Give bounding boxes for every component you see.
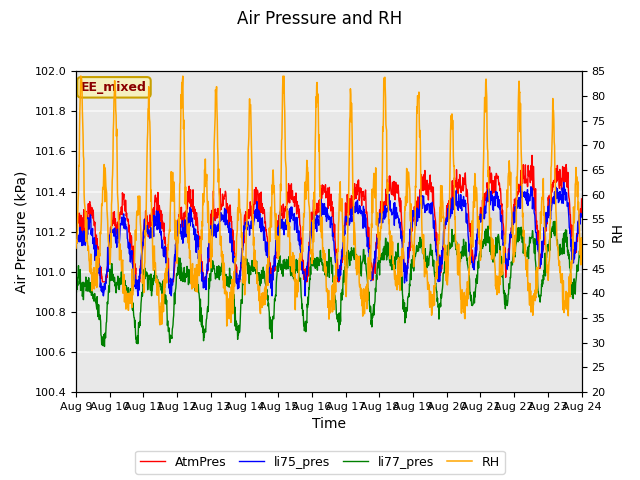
li77_pres: [72, 290, 80, 296]
li77_pres: [185, 266, 193, 272]
AtmPres: [72, 242, 80, 248]
AtmPres: [185, 192, 193, 198]
Line: AtmPres: AtmPres: [76, 156, 582, 282]
AtmPres: [408, 227, 415, 232]
RH: [242, 276, 250, 282]
li75_pres: [185, 218, 193, 224]
li75_pres: [518, 189, 525, 194]
X-axis label: Time: Time: [312, 418, 346, 432]
li75_pres: [578, 212, 586, 217]
RH: [578, 252, 586, 258]
li75_pres: [72, 241, 80, 247]
Line: li77_pres: li77_pres: [76, 221, 582, 347]
Y-axis label: Air Pressure (kPa): Air Pressure (kPa): [15, 170, 29, 293]
Text: Air Pressure and RH: Air Pressure and RH: [237, 10, 403, 28]
AtmPres: [518, 174, 525, 180]
AtmPres: [528, 153, 536, 158]
AtmPres: [578, 196, 586, 202]
RH: [518, 193, 526, 199]
RH: [173, 247, 180, 253]
RH: [185, 245, 193, 251]
Bar: [76, 212, 582, 292]
li77_pres: [518, 227, 525, 233]
li77_pres: [173, 272, 180, 277]
li75_pres: [474, 237, 481, 243]
li75_pres: [560, 180, 568, 185]
Line: RH: RH: [76, 76, 582, 326]
RH: [474, 225, 481, 230]
Line: li75_pres: li75_pres: [76, 182, 582, 296]
li77_pres: [408, 277, 415, 283]
Y-axis label: RH: RH: [611, 222, 625, 241]
li77_pres: [578, 235, 586, 241]
li77_pres: [241, 256, 249, 262]
li75_pres: [100, 293, 108, 299]
AtmPres: [474, 233, 481, 239]
li77_pres: [551, 218, 559, 224]
li77_pres: [474, 280, 481, 286]
li75_pres: [408, 219, 415, 225]
li75_pres: [241, 220, 249, 226]
RH: [223, 323, 230, 329]
li77_pres: [100, 344, 108, 349]
RH: [72, 245, 80, 251]
AtmPres: [173, 252, 180, 258]
li75_pres: [173, 234, 180, 240]
RH: [408, 238, 415, 243]
AtmPres: [241, 217, 249, 223]
Legend: AtmPres, li75_pres, li77_pres, RH: AtmPres, li75_pres, li77_pres, RH: [135, 451, 505, 474]
AtmPres: [99, 279, 106, 285]
RH: [77, 73, 84, 79]
Text: EE_mixed: EE_mixed: [81, 81, 147, 94]
